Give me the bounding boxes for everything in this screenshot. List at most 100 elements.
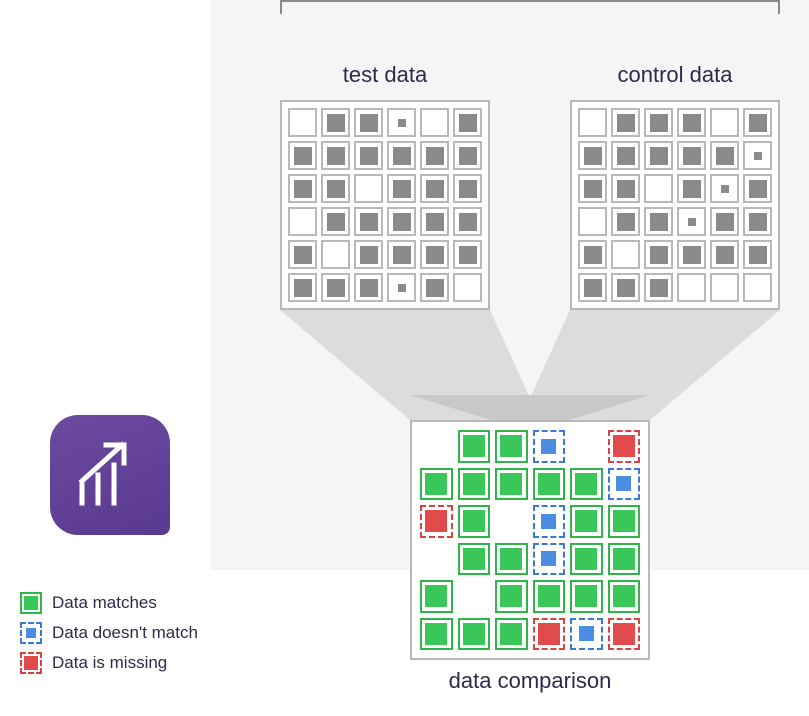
grid-cell bbox=[710, 240, 739, 269]
test-data-label: test data bbox=[280, 62, 490, 88]
grid-cell bbox=[644, 108, 673, 137]
control-grid-frame bbox=[570, 100, 780, 310]
grid-cell bbox=[288, 273, 317, 302]
logo-badge bbox=[50, 415, 170, 535]
grid-cell bbox=[453, 108, 482, 137]
comparison-cell bbox=[608, 468, 641, 501]
comparison-cell bbox=[458, 430, 491, 463]
top-bracket bbox=[280, 0, 780, 14]
grid-cell bbox=[387, 273, 416, 302]
comparison-cell bbox=[495, 543, 528, 576]
comparison-cell bbox=[458, 543, 491, 576]
comparison-cell bbox=[533, 468, 566, 501]
grid-cell bbox=[453, 273, 482, 302]
grid-cell bbox=[644, 240, 673, 269]
comparison-cell bbox=[533, 543, 566, 576]
comparison-cell bbox=[533, 430, 566, 463]
grid-cell bbox=[644, 273, 673, 302]
grid-cell bbox=[420, 108, 449, 137]
grid-cell bbox=[288, 240, 317, 269]
grid-cell bbox=[578, 207, 607, 236]
grid-cell bbox=[387, 108, 416, 137]
comparison-cell bbox=[495, 468, 528, 501]
grid-cell bbox=[288, 141, 317, 170]
comparison-cell bbox=[458, 468, 491, 501]
comparison-cell bbox=[458, 580, 491, 613]
grid-cell bbox=[387, 174, 416, 203]
comparison-cell bbox=[533, 505, 566, 538]
comparison-cell bbox=[608, 505, 641, 538]
grid-cell bbox=[387, 141, 416, 170]
comparison-cell bbox=[495, 430, 528, 463]
comparison-label: data comparison bbox=[410, 668, 650, 694]
grid-cell bbox=[420, 141, 449, 170]
comparison-cell bbox=[420, 505, 453, 538]
grid-cell bbox=[387, 207, 416, 236]
grid-cell bbox=[677, 174, 706, 203]
grid-cell bbox=[743, 141, 772, 170]
legend-row-matches: Data matches bbox=[20, 592, 198, 614]
grid-cell bbox=[354, 141, 383, 170]
comparison-cell bbox=[570, 468, 603, 501]
legend-row-missing: Data is missing bbox=[20, 652, 198, 674]
grid-cell bbox=[321, 174, 350, 203]
control-data-label: control data bbox=[570, 62, 780, 88]
legend-label-nomatch: Data doesn't match bbox=[52, 623, 198, 643]
grid-cell bbox=[354, 174, 383, 203]
grid-cell bbox=[644, 207, 673, 236]
grid-cell bbox=[288, 174, 317, 203]
grid-cell bbox=[453, 141, 482, 170]
swatch-blue-icon bbox=[20, 622, 42, 644]
grid-cell bbox=[710, 273, 739, 302]
grid-cell bbox=[578, 174, 607, 203]
chart-arrow-icon bbox=[72, 437, 148, 513]
grid-cell bbox=[677, 141, 706, 170]
grid-cell bbox=[644, 141, 673, 170]
grid-cell bbox=[743, 174, 772, 203]
grid-cell bbox=[420, 174, 449, 203]
grid-cell bbox=[453, 207, 482, 236]
grid-cell bbox=[710, 108, 739, 137]
grid-cell bbox=[321, 273, 350, 302]
grid-cell bbox=[321, 207, 350, 236]
grid-cell bbox=[710, 174, 739, 203]
grid-cell bbox=[677, 207, 706, 236]
comparison-cell bbox=[420, 468, 453, 501]
grid-cell bbox=[288, 207, 317, 236]
comparison-grid-frame bbox=[410, 420, 650, 660]
grid-cell bbox=[743, 273, 772, 302]
grid-cell bbox=[354, 207, 383, 236]
grid-cell bbox=[611, 174, 640, 203]
grid-cell bbox=[578, 141, 607, 170]
grid-cell bbox=[420, 207, 449, 236]
comparison-cell bbox=[420, 430, 453, 463]
comparison-cell bbox=[570, 543, 603, 576]
comparison-cell bbox=[458, 505, 491, 538]
comparison-cell bbox=[495, 580, 528, 613]
grid-cell bbox=[321, 141, 350, 170]
grid-cell bbox=[677, 240, 706, 269]
legend-row-nomatch: Data doesn't match bbox=[20, 622, 198, 644]
grid-cell bbox=[453, 240, 482, 269]
grid-cell bbox=[578, 273, 607, 302]
comparison-cell bbox=[608, 543, 641, 576]
grid-cell bbox=[611, 141, 640, 170]
comparison-cell bbox=[533, 618, 566, 651]
grid-cell bbox=[387, 240, 416, 269]
grid-cell bbox=[578, 240, 607, 269]
grid-cell bbox=[420, 273, 449, 302]
grid-cell bbox=[321, 240, 350, 269]
comparison-cell bbox=[420, 543, 453, 576]
comparison-cell bbox=[570, 618, 603, 651]
grid-cell bbox=[453, 174, 482, 203]
grid-cell bbox=[354, 108, 383, 137]
comparison-cell bbox=[608, 430, 641, 463]
swatch-green-icon bbox=[20, 592, 42, 614]
comparison-cell bbox=[608, 618, 641, 651]
comparison-cell bbox=[495, 618, 528, 651]
comparison-cell bbox=[570, 580, 603, 613]
grid-cell bbox=[710, 141, 739, 170]
comparison-cell bbox=[420, 618, 453, 651]
comparison-cell bbox=[608, 580, 641, 613]
comparison-cell bbox=[570, 505, 603, 538]
